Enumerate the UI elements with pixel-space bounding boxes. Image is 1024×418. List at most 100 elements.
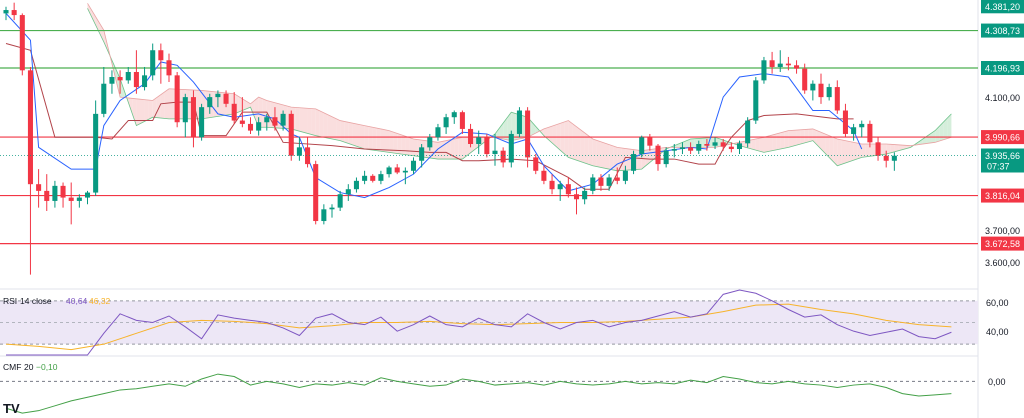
cloud-segment xyxy=(152,97,157,118)
candle-body xyxy=(101,83,107,114)
level-price-label: 4.381,20 xyxy=(985,2,1020,12)
cloud-segment xyxy=(401,134,406,155)
kijun-sen-line xyxy=(5,43,854,190)
cloud-segment xyxy=(572,123,577,161)
candle-body xyxy=(663,150,669,165)
cloud-segment xyxy=(156,94,161,119)
cloud-segment xyxy=(702,137,707,148)
candle-body xyxy=(818,83,824,98)
candle-body xyxy=(272,117,278,126)
cloud-segment xyxy=(943,118,948,140)
level-price-labels: 4.381,20 4.308,73 4.196,93 3.990,66 3.816,04… xyxy=(981,0,1024,251)
candle-body xyxy=(826,87,832,98)
cloud-segment xyxy=(311,108,316,136)
cloud-segment xyxy=(576,126,581,162)
cloud-segment xyxy=(340,120,345,143)
cloud-segment xyxy=(295,107,300,132)
level-label-bg xyxy=(981,188,1024,203)
cloud-segment xyxy=(91,10,96,26)
level-price-label: 4.308,73 xyxy=(985,26,1020,36)
candle-body xyxy=(150,50,156,76)
candle-body xyxy=(704,144,710,146)
candle-body xyxy=(810,83,816,91)
cloud-segment xyxy=(262,98,267,128)
rsi-tick-label: 40,00 xyxy=(986,327,1009,337)
cloud-segment xyxy=(336,118,341,141)
cloud-segment xyxy=(596,140,601,168)
candle-body xyxy=(516,110,522,134)
candle-body xyxy=(223,93,229,104)
candle-body xyxy=(484,137,490,155)
candle-body xyxy=(476,137,482,144)
candle-body xyxy=(76,197,82,201)
candle-body xyxy=(582,190,588,200)
candle-body xyxy=(859,123,865,128)
cloud-segment xyxy=(499,123,504,139)
cloud-segment xyxy=(327,114,332,139)
cmf-pane[interactable]: CMF 20 −0,10 0,00 xyxy=(0,362,1006,414)
candle-countdown-label: 07:37 xyxy=(987,161,1010,171)
candle-body xyxy=(525,110,531,158)
cloud-segment xyxy=(890,144,895,153)
cmf-tick-label: 0,00 xyxy=(988,377,1006,387)
senkou-span-a-line xyxy=(87,8,952,172)
candle-body xyxy=(419,147,425,161)
candle-body xyxy=(182,97,188,123)
candle-body xyxy=(834,87,840,111)
cloud-segment xyxy=(397,133,402,155)
cloud-segment xyxy=(462,137,467,160)
price-axis[interactable]: 4.100,00 3.700,00 3.600,00 xyxy=(985,93,1020,268)
candle-body xyxy=(394,167,400,173)
cloud-segment xyxy=(768,135,773,152)
candle-body xyxy=(614,177,620,181)
current-price-label: 3.935,66 xyxy=(985,151,1020,161)
candle-body xyxy=(402,170,408,173)
cloud-segment xyxy=(495,128,500,139)
level-label-bg xyxy=(981,61,1024,76)
cloud-segment xyxy=(816,130,821,150)
cloud-segment xyxy=(319,110,324,138)
candle-body xyxy=(11,10,17,16)
cloud-segment xyxy=(617,147,622,171)
cloud-segment xyxy=(829,135,834,162)
cloud-segment xyxy=(368,126,373,151)
cloud-segment xyxy=(169,88,174,119)
candle-body xyxy=(492,150,498,155)
cloud-segment xyxy=(869,144,874,157)
candle-body xyxy=(671,149,677,151)
candle-body xyxy=(590,177,596,191)
cloud-segment xyxy=(922,136,927,144)
cloud-segment xyxy=(755,138,760,152)
cloud-segment xyxy=(217,92,222,117)
rsi-tick-label: 60,00 xyxy=(986,298,1009,308)
candle-body xyxy=(435,127,441,138)
rsi-title: RSI xyxy=(3,296,17,306)
candle-body xyxy=(745,120,751,144)
candle-body xyxy=(337,194,343,208)
cloud-segment xyxy=(87,3,92,17)
cloud-segment xyxy=(511,112,516,141)
cloud-segment xyxy=(136,98,141,126)
level-label-bg xyxy=(981,130,1024,145)
candle-body xyxy=(557,184,563,190)
cloud-segment xyxy=(384,129,390,153)
candle-body xyxy=(688,147,694,151)
candle-body xyxy=(565,184,571,195)
cloud-segment xyxy=(792,130,797,147)
cloud-segment xyxy=(759,137,764,153)
candle-body xyxy=(598,177,604,186)
cloud-segment xyxy=(690,138,695,148)
cloud-segment xyxy=(833,137,838,166)
cloud-segment xyxy=(405,136,410,156)
cloud-segment xyxy=(116,69,121,98)
level-label-bg xyxy=(981,0,1024,14)
candle-body xyxy=(549,180,555,190)
cloud-segment xyxy=(148,100,153,120)
rsi-params: 14 close xyxy=(20,296,52,306)
tradingview-logo[interactable]: TV xyxy=(3,401,20,416)
candle-body xyxy=(696,144,702,151)
cloud-segment xyxy=(560,121,565,154)
cloud-segment xyxy=(906,145,911,149)
rsi-pane[interactable]: RSI 14 close 40,64 46,32 60,00 40,00 xyxy=(0,289,1009,356)
